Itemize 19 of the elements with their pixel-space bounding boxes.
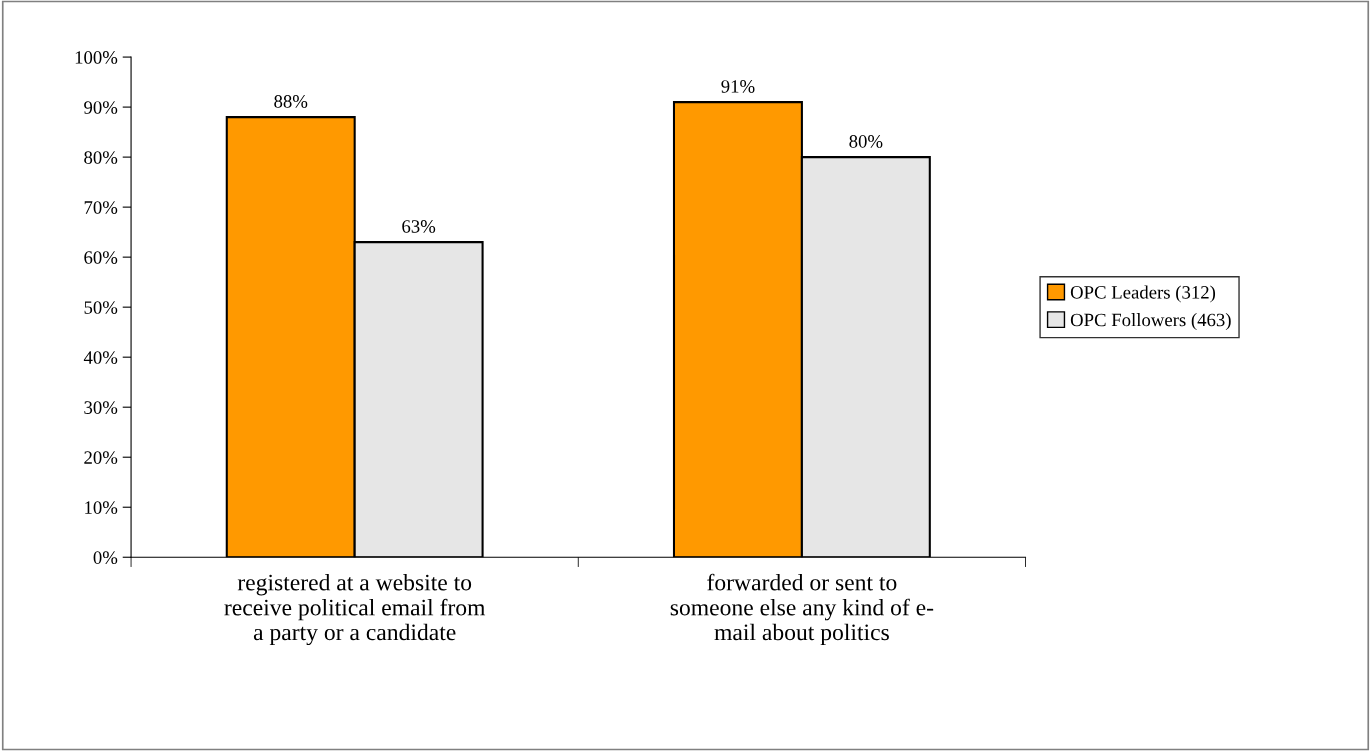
x-tick-label: registered at a website to receive political email from a party or a candidate <box>224 573 486 646</box>
x-tick-label: forwarded or sent to someone else any kind of e- mail about politics <box>670 573 934 646</box>
text: 88% <box>274 95 308 108</box>
text: 80% <box>849 135 883 148</box>
y-tick-label: 100% <box>75 51 118 64</box>
text: 91% <box>721 80 755 93</box>
y-tick-label: 0% <box>93 551 118 564</box>
text: 63% <box>402 220 436 233</box>
y-tick-label: 40% <box>83 351 118 364</box>
y-tick-label: 70% <box>84 201 118 214</box>
y-tick-label: 30% <box>84 401 118 414</box>
legend-label: OPC Leaders (312) <box>1070 285 1216 303</box>
y-tick-label: 90% <box>84 101 118 114</box>
legend-label: OPC Followers (463) <box>1070 313 1231 331</box>
y-tick-label: 10% <box>85 501 118 514</box>
y-tick-label: 80% <box>84 151 118 164</box>
y-tick-label: 50% <box>84 301 118 314</box>
y-tick-label: 60% <box>84 251 118 264</box>
y-tick-label: 20% <box>84 451 118 464</box>
